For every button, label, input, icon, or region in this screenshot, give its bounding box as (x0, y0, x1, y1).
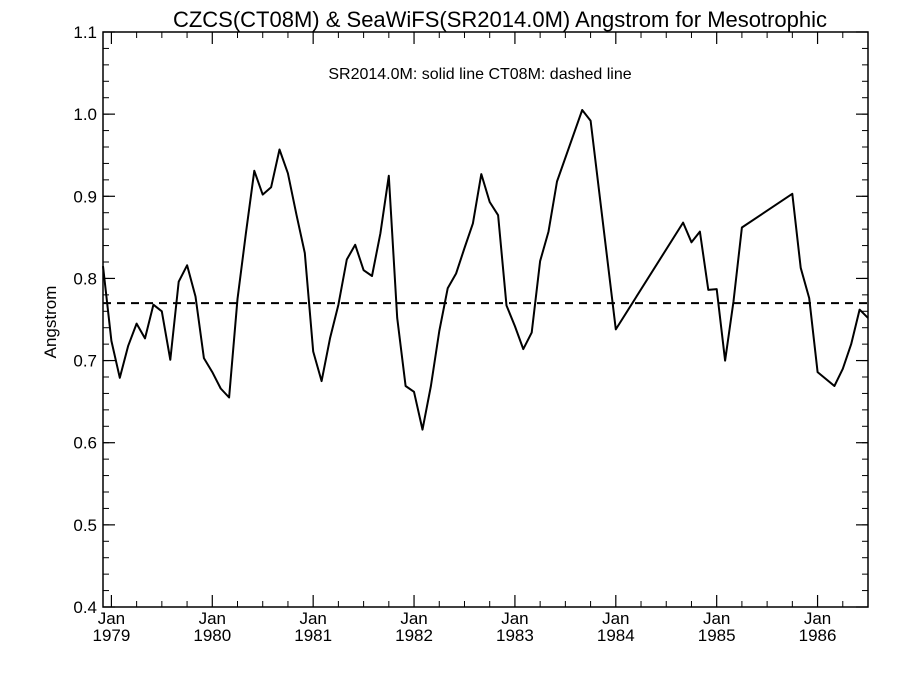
x-tick-year-label: 1981 (294, 626, 332, 645)
y-tick-label: 0.6 (73, 434, 97, 453)
x-tick-month-label: Jan (299, 609, 326, 628)
y-tick-label: 1.1 (73, 23, 97, 42)
chart-title: CZCS(CT08M) & SeaWiFS(SR2014.0M) Angstro… (173, 7, 827, 32)
y-tick-label: 0.4 (73, 598, 97, 617)
x-tick-year-label: 1984 (597, 626, 635, 645)
x-tick-month-label: Jan (199, 609, 226, 628)
x-tick-month-label: Jan (98, 609, 125, 628)
y-tick-label: 0.5 (73, 516, 97, 535)
y-tick-label: 0.8 (73, 269, 97, 288)
x-tick-month-label: Jan (400, 609, 427, 628)
x-tick-year-label: 1983 (496, 626, 534, 645)
y-tick-label: 1.0 (73, 105, 97, 124)
y-tick-label: 0.7 (73, 352, 97, 371)
x-tick-year-label: 1982 (395, 626, 433, 645)
x-tick-year-label: 1979 (92, 626, 130, 645)
y-axis-label: Angstrom (41, 286, 60, 359)
x-tick-month-label: Jan (602, 609, 629, 628)
series-layer (102, 109, 869, 431)
series-line-sr2014-0m (102, 109, 869, 431)
x-tick-month-label: Jan (501, 609, 528, 628)
x-tick-year-label: 1985 (698, 626, 736, 645)
x-tick-month-label: Jan (804, 609, 831, 628)
axes-layer: 0.40.50.60.70.80.91.01.1Jan1979Jan1980Ja… (73, 23, 869, 645)
x-tick-month-label: Jan (703, 609, 730, 628)
y-tick-label: 0.9 (73, 187, 97, 206)
legend-note: SR2014.0M: solid line CT08M: dashed line (328, 66, 631, 83)
x-tick-year-label: 1986 (799, 626, 837, 645)
plot-frame (102, 31, 869, 608)
x-tick-year-label: 1980 (193, 626, 231, 645)
